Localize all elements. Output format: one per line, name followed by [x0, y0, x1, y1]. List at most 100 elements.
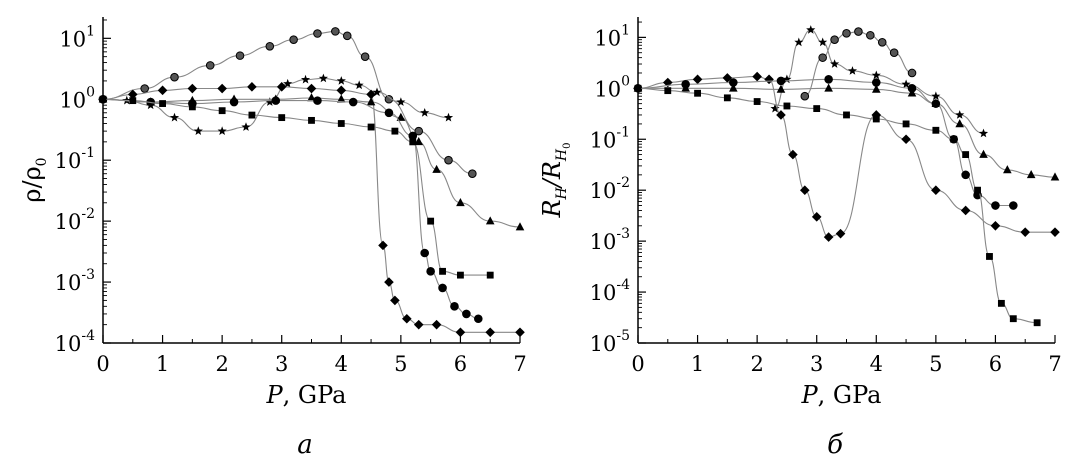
data-point: [127, 89, 138, 100]
series-square: [99, 95, 494, 279]
data-point: [391, 127, 399, 135]
data-point: [283, 78, 293, 88]
data-point: [800, 91, 810, 101]
data-point: [978, 128, 989, 138]
data-point: [824, 83, 833, 92]
data-point: [313, 96, 322, 105]
data-point: [188, 103, 196, 111]
x-tick-label: 3: [810, 352, 823, 376]
data-point: [1009, 201, 1018, 210]
data-point: [348, 97, 358, 107]
series-circle-half: [800, 27, 917, 101]
data-point: [378, 240, 388, 251]
data-point: [450, 302, 459, 311]
y-tick-label: 100: [594, 73, 630, 101]
data-point: [872, 115, 880, 123]
data-point: [931, 185, 941, 195]
data-point: [241, 122, 251, 131]
data-point: [729, 83, 738, 92]
data-point: [515, 222, 525, 231]
data-point: [824, 75, 833, 84]
data-point: [468, 169, 477, 179]
data-point: [1033, 319, 1041, 327]
data-point: [1020, 227, 1031, 237]
data-point: [384, 277, 394, 287]
data-point: [794, 37, 804, 47]
data-point: [1050, 227, 1060, 237]
series-diamond: [633, 71, 1060, 242]
data-point: [806, 25, 816, 34]
series-line: [102, 98, 491, 276]
x-tick-label: 4: [335, 352, 348, 376]
data-point: [729, 78, 738, 87]
data-point: [248, 111, 256, 119]
data-point: [931, 91, 941, 101]
data-point: [444, 155, 453, 165]
data-point: [337, 120, 345, 127]
y-tick-label: 10-2: [55, 206, 95, 234]
data-point: [439, 267, 446, 275]
data-point: [1009, 315, 1017, 323]
y-tick-label: 100: [59, 84, 95, 112]
data-point: [931, 99, 941, 108]
data-point: [1003, 165, 1012, 174]
data-point: [788, 149, 798, 160]
data-point: [331, 27, 340, 36]
data-point: [372, 87, 382, 97]
data-point: [811, 212, 822, 222]
data-point: [764, 74, 774, 85]
data-point: [854, 27, 863, 36]
data-point: [723, 94, 731, 102]
x-tick-label: 5: [929, 352, 942, 376]
data-point: [902, 120, 910, 128]
chart-panel-b: 0 1 2 3 4 5 6 7 101 100 10-1 10-2 10-3 10-4 10-5 P, GPa…: [538, 17, 1062, 460]
data-point: [823, 232, 834, 242]
data-point: [129, 97, 137, 105]
data-point: [313, 29, 322, 38]
data-point: [783, 102, 791, 110]
data-point: [818, 37, 828, 47]
data-point: [776, 84, 786, 93]
chart-panel-a: 0 1 2 3 4 5 6 7 101 100 10-1 10-2 10-3 10-4 P, GPa ρ/ρ0…: [18, 17, 527, 460]
data-point: [842, 29, 851, 38]
data-point: [681, 79, 690, 89]
data-point: [289, 35, 298, 44]
series-circle-half: [98, 27, 477, 179]
data-point: [830, 59, 840, 68]
data-point: [301, 74, 311, 84]
series-triangle: [633, 83, 1060, 181]
data-point: [871, 70, 881, 80]
data-point: [907, 84, 917, 93]
x-tick-label: 3: [275, 352, 288, 376]
series-triangle: [98, 93, 525, 231]
x-tick-label: 2: [215, 352, 228, 376]
data-point: [800, 185, 810, 195]
series-circle: [633, 75, 1018, 210]
y-tick-label: 10-4: [55, 328, 95, 356]
data-point: [1026, 170, 1036, 179]
data-point: [402, 313, 412, 324]
data-point: [955, 110, 965, 119]
y-tick-label: 10-3: [590, 226, 630, 254]
data-point: [457, 271, 464, 279]
data-point: [990, 220, 1001, 231]
data-point: [265, 97, 275, 106]
data-point: [384, 108, 394, 118]
data-point: [455, 327, 466, 338]
data-point: [456, 197, 465, 207]
data-point: [847, 66, 857, 75]
x-tick-label: 6: [989, 352, 1002, 376]
data-point: [443, 112, 454, 122]
data-point: [515, 327, 525, 338]
data-point: [336, 76, 346, 85]
data-point: [265, 41, 275, 51]
data-point: [169, 112, 180, 122]
y-axis-label: RH/RH0: [538, 142, 573, 218]
data-point: [396, 112, 406, 121]
panel-label: a: [297, 430, 313, 460]
data-point: [462, 309, 471, 319]
data-point: [278, 114, 286, 122]
data-point: [782, 74, 792, 84]
data-point: [157, 85, 168, 96]
